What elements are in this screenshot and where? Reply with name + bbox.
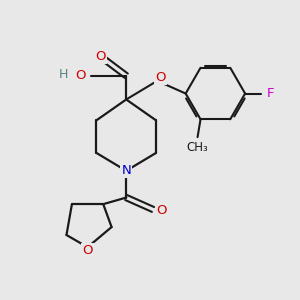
Text: CH₃: CH₃ [187,141,208,154]
Text: O: O [157,204,167,218]
Text: F: F [267,87,274,100]
Text: N: N [121,164,131,177]
Text: O: O [82,244,93,257]
Text: H: H [59,68,68,81]
Text: O: O [96,50,106,63]
Text: O: O [75,69,86,82]
Text: O: O [155,71,166,84]
